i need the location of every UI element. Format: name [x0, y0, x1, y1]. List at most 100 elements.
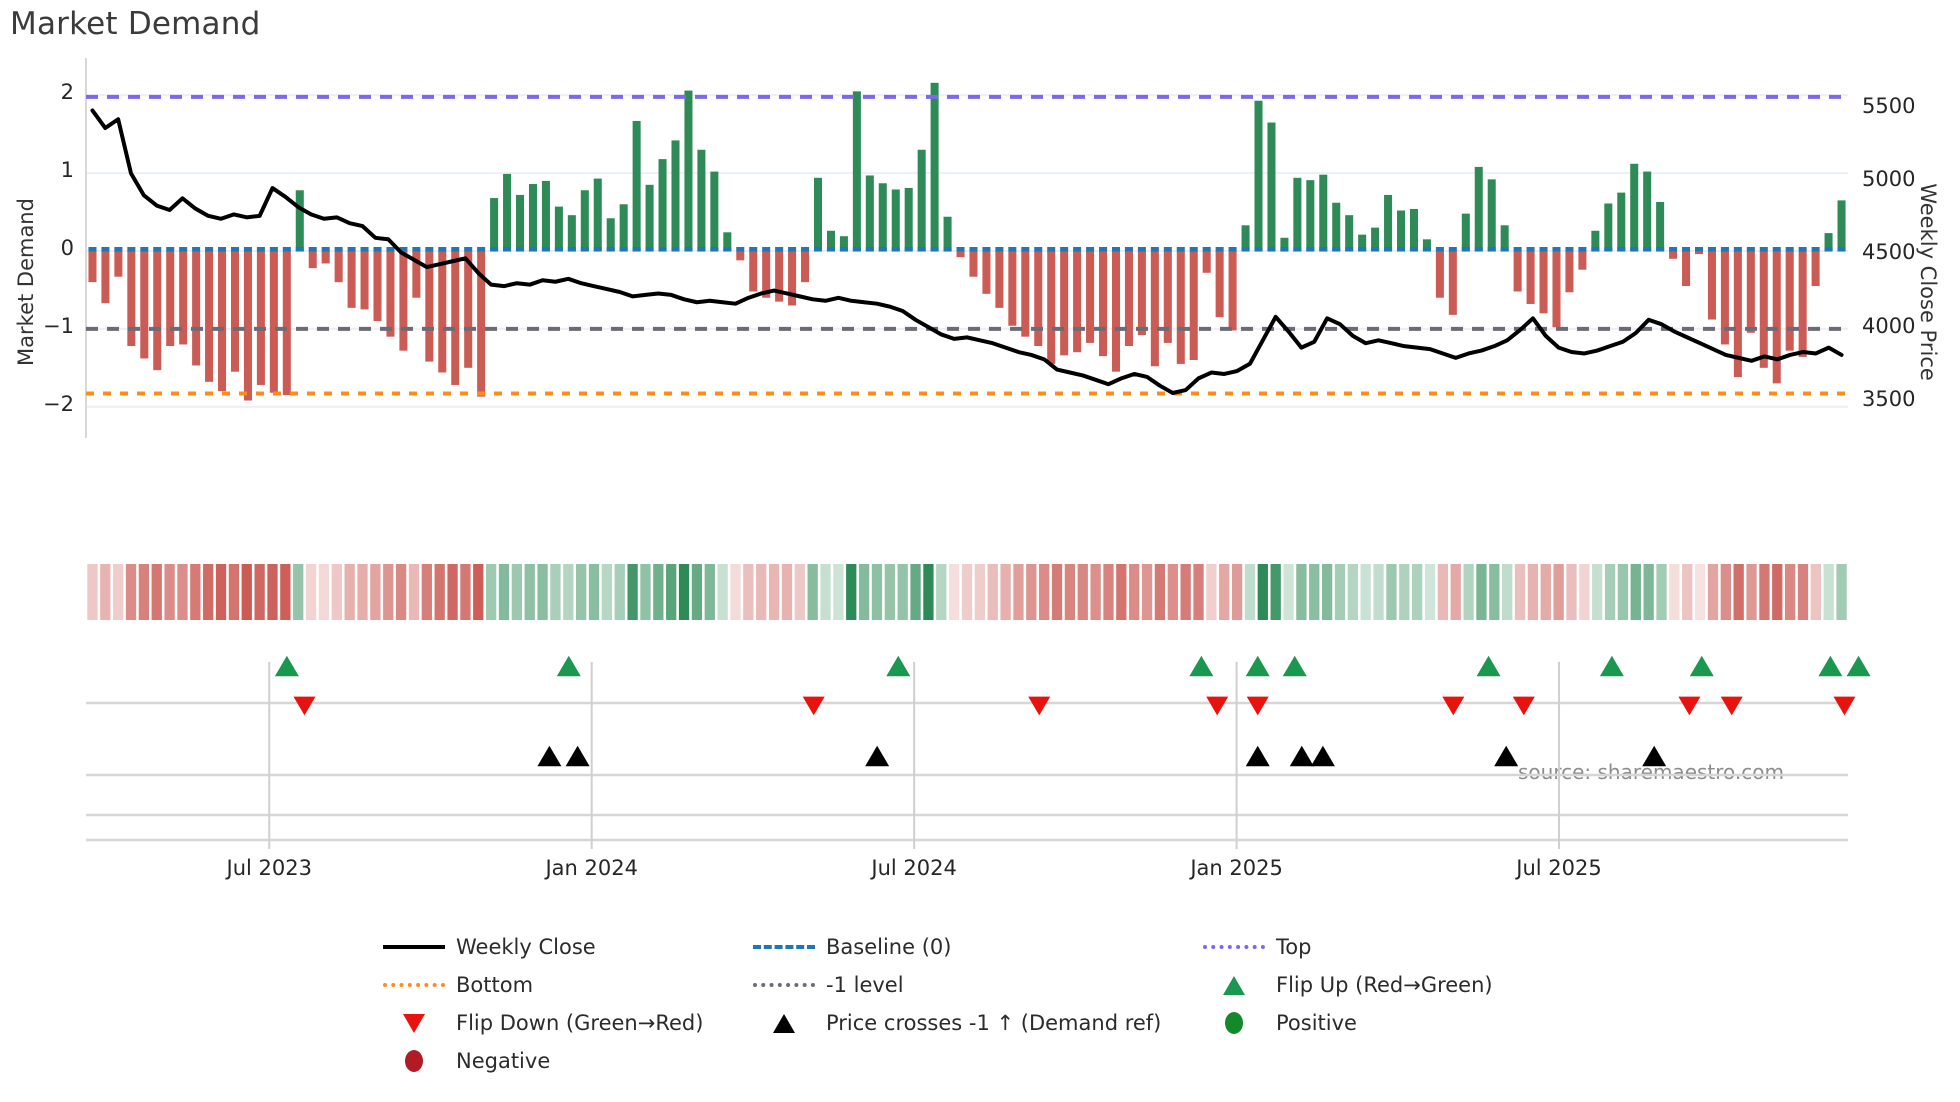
baseline-tick [1604, 247, 1613, 252]
baseline-tick [1513, 247, 1522, 252]
baseline-tick [1280, 247, 1289, 252]
heatmap-cell [1180, 564, 1191, 620]
demand-bar [1047, 251, 1056, 364]
price-cross-marker [537, 745, 562, 767]
baseline-tick [1565, 247, 1574, 252]
heatmap-cell [177, 564, 188, 620]
baseline-tick [1254, 247, 1263, 252]
baseline-tick [1824, 247, 1833, 252]
baseline-tick [1163, 247, 1172, 252]
heatmap-cell [498, 564, 510, 620]
demand-bar [982, 251, 991, 294]
baseline-tick [1202, 247, 1211, 252]
baseline-tick [1526, 247, 1535, 252]
heatmap-cell [1116, 564, 1127, 620]
heatmap-cell [254, 564, 265, 620]
baseline-tick [1630, 247, 1639, 252]
legend-label: Price crosses -1 ↑ (Demand ref) [826, 1011, 1162, 1035]
legend-item-negative: Negative [380, 1042, 750, 1080]
baseline-tick [813, 247, 823, 252]
baseline-tick [1578, 247, 1587, 252]
demand-bar [1500, 225, 1509, 251]
heatmap-cell [1399, 564, 1410, 620]
baseline-tick [230, 247, 240, 252]
baseline-tick [684, 247, 693, 252]
demand-bar [1241, 225, 1250, 251]
demand-bar [1435, 251, 1444, 298]
heatmap-cell [1360, 564, 1371, 620]
heatmap-cell [588, 564, 600, 620]
demand-bar [386, 251, 395, 337]
heatmap-cell [1836, 564, 1847, 620]
demand-bar [1137, 251, 1146, 336]
heatmap-cell [1103, 564, 1114, 620]
demand-bar [1552, 251, 1561, 328]
demand-bar [1759, 251, 1768, 368]
heatmap-cell [1514, 564, 1526, 620]
legend-label: Positive [1276, 1011, 1357, 1035]
heatmap-cell [936, 564, 947, 620]
dotted-line-icon [1200, 936, 1268, 958]
heatmap-cell [1039, 564, 1050, 620]
heatmap-cell [601, 564, 613, 620]
price-cross-marker [1642, 745, 1667, 767]
heatmap-cell [370, 564, 381, 620]
baseline-tick [373, 247, 382, 252]
baseline-tick [697, 247, 706, 252]
heatmap-cell [691, 564, 703, 620]
demand-bar [1163, 251, 1172, 343]
heatmap-cell [781, 564, 793, 620]
heatmap-cell [1759, 564, 1770, 620]
heatmap-cell [1746, 564, 1757, 620]
price-cross-marker [1289, 745, 1314, 767]
heatmap-cell [1129, 564, 1140, 620]
demand-bar [788, 251, 797, 306]
demand-bar [710, 171, 719, 251]
heatmap-cell [961, 564, 973, 620]
demand-bar [723, 232, 732, 251]
heatmap-cell [730, 564, 741, 620]
heatmap-cell [1540, 564, 1551, 620]
heatmap-cell [1450, 564, 1461, 620]
flip-down-marker [1206, 696, 1229, 716]
heatmap-cell [846, 564, 857, 620]
heatmap-cell [678, 564, 690, 620]
baseline-tick [1707, 247, 1716, 252]
heatmap-cell [1797, 564, 1809, 620]
baseline-tick [218, 247, 227, 252]
flip-down-marker [1028, 696, 1051, 716]
heatmap-cell [1334, 564, 1346, 620]
baseline-tick [606, 247, 615, 252]
demand-bar [1811, 251, 1820, 287]
heatmap-cell [1489, 564, 1500, 620]
heatmap-cell [1643, 564, 1654, 620]
heatmap-cell [1669, 564, 1680, 620]
baseline-tick [839, 247, 848, 252]
baseline-tick [904, 247, 913, 252]
baseline-tick [1319, 247, 1328, 252]
baseline-tick [256, 247, 265, 252]
demand-bar [969, 251, 978, 277]
legend-label: -1 level [826, 973, 904, 997]
baseline-tick [632, 247, 641, 252]
demand-bar [1643, 171, 1652, 251]
heatmap-cell [1167, 564, 1178, 620]
heatmap-cell [1077, 564, 1088, 620]
demand-bar [516, 194, 525, 251]
demand-bar [1669, 251, 1678, 259]
heatmap-cell [576, 564, 587, 620]
heatmap-cell [1000, 564, 1011, 620]
baseline-tick [308, 247, 317, 252]
page-title: Market Demand [10, 6, 261, 42]
flip-down-marker [1442, 696, 1465, 716]
demand-bar [256, 251, 265, 385]
heatmap-cell [987, 564, 998, 620]
baseline-tick [1746, 247, 1755, 252]
y-tick-left: 0 [60, 236, 74, 260]
heatmap-cell [1682, 564, 1693, 620]
demand-bar [1682, 251, 1691, 287]
heatmap-cell [1694, 564, 1706, 620]
demand-bar [567, 215, 576, 251]
demand-bar [1397, 210, 1406, 251]
